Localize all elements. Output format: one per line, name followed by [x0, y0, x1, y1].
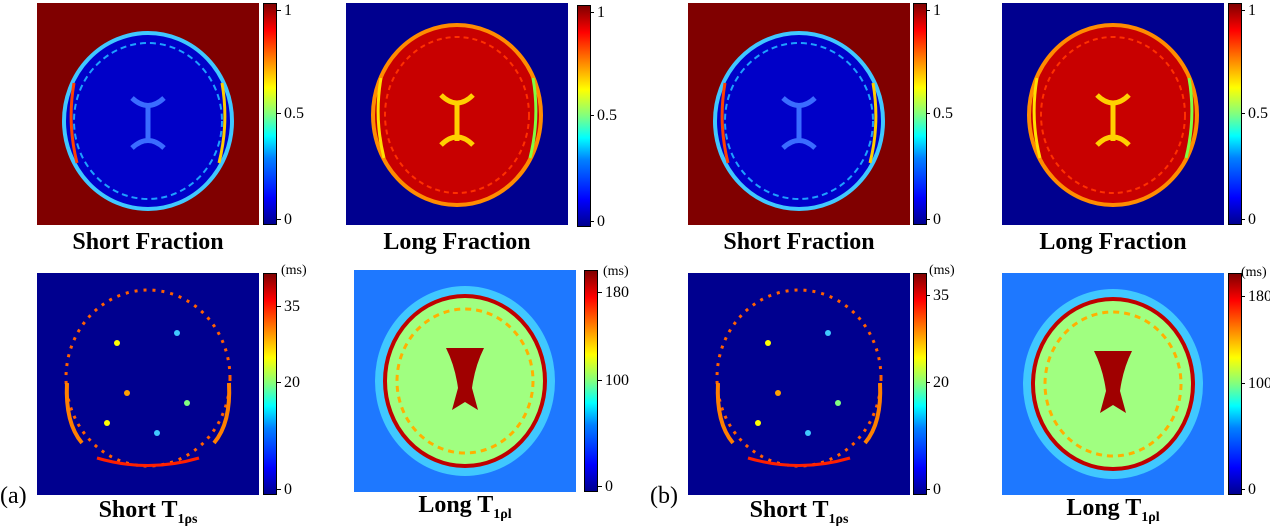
tick-label: 1 — [277, 2, 292, 19]
colorbar — [913, 273, 927, 495]
tick-label: 0 — [1241, 481, 1256, 498]
caption-subscript: 1ρs — [828, 511, 849, 527]
tick-label: 0 — [926, 481, 941, 498]
tick-label: 0 — [590, 213, 605, 230]
brain-map-image — [354, 270, 576, 492]
tick-label: 20 — [926, 374, 949, 391]
caption-main: Short T — [749, 497, 829, 523]
caption: Long T1ρl — [354, 492, 576, 523]
tick-label: 0 — [277, 211, 292, 228]
colorbar — [577, 5, 591, 227]
colorbar — [1228, 3, 1242, 225]
tick-label: 35 — [277, 298, 300, 315]
caption-main: Short T — [98, 497, 178, 523]
colorbar — [584, 270, 598, 492]
caption: Long T1ρl — [1002, 495, 1224, 526]
unit-label: (ms) — [1241, 265, 1267, 280]
tick-label: 1 — [590, 4, 605, 21]
tick-label: 100 — [1241, 375, 1270, 392]
panel-label-b: (b) — [650, 483, 678, 509]
caption: Short Fraction — [723, 229, 875, 255]
unit-label: (ms) — [603, 264, 629, 279]
caption: Short T1ρs — [688, 497, 910, 528]
caption-subscript: 1ρs — [177, 511, 198, 527]
tick-label: 20 — [277, 374, 300, 391]
tick-label: 0 — [598, 478, 613, 495]
colorbar — [263, 273, 277, 495]
brain-map-image — [37, 3, 259, 225]
tick-label: 0 — [1241, 211, 1256, 228]
unit-label: (ms) — [929, 263, 955, 278]
tick-label: 100 — [598, 372, 629, 389]
colorbar — [913, 3, 927, 225]
brain-map-image — [346, 3, 568, 225]
caption-subscript: 1ρl — [1141, 509, 1160, 525]
panel-label-a: (a) — [0, 483, 27, 509]
brain-map-image — [37, 273, 259, 495]
caption-main: Long T — [418, 492, 494, 518]
tick-label: 180 — [598, 284, 629, 301]
tick-label: 180 — [1241, 288, 1270, 305]
brain-map-image — [1002, 273, 1224, 495]
caption: Long Fraction — [1039, 229, 1187, 255]
brain-map-image — [688, 3, 910, 225]
tick-label: 0 — [926, 211, 941, 228]
tick-label: 0.5 — [926, 105, 953, 122]
caption: Short T1ρs — [37, 497, 259, 528]
caption-main: Long T — [1066, 495, 1142, 521]
tick-label: 0.5 — [277, 105, 304, 122]
tick-label: 0.5 — [1241, 105, 1268, 122]
tick-label: 1 — [926, 2, 941, 19]
brain-map-image — [688, 273, 910, 495]
unit-label: (ms) — [281, 263, 307, 278]
colorbar — [1228, 273, 1242, 495]
tick-label: 0 — [277, 481, 292, 498]
caption: Short Fraction — [72, 229, 224, 255]
tick-label: 35 — [926, 287, 949, 304]
caption: Long Fraction — [383, 229, 531, 255]
tick-label: 0.5 — [590, 107, 617, 124]
brain-map-image — [1002, 3, 1224, 225]
colorbar — [263, 3, 277, 225]
caption-subscript: 1ρl — [493, 506, 512, 522]
tick-label: 1 — [1241, 2, 1256, 19]
